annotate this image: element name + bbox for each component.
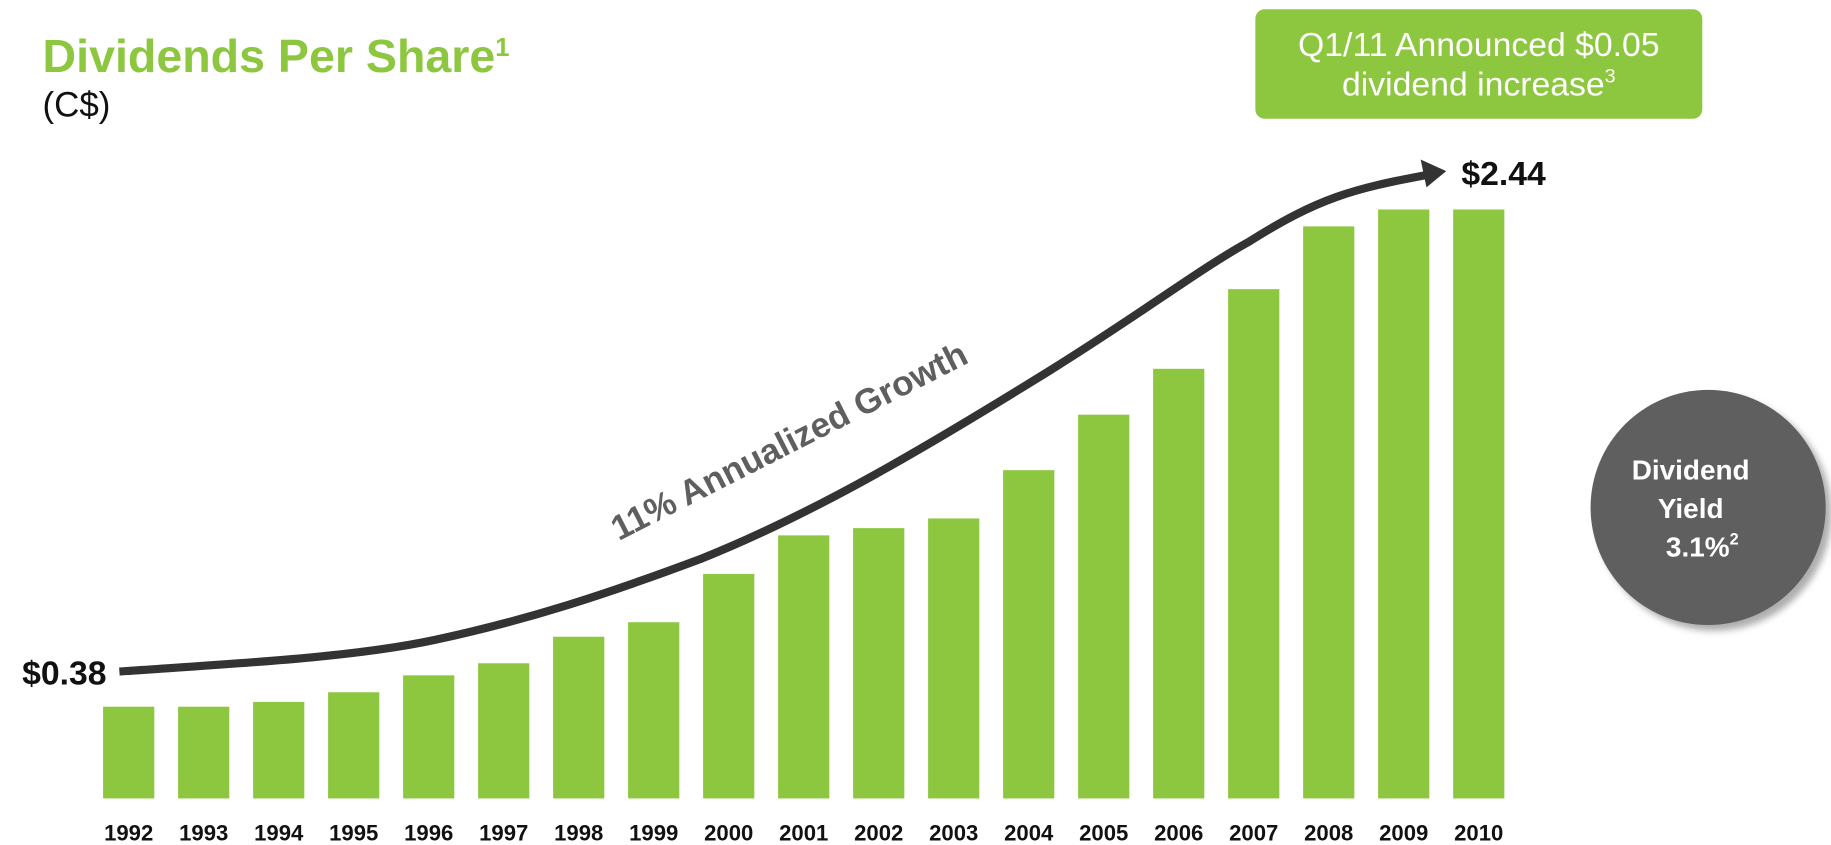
yield-circle <box>1590 389 1826 626</box>
x-tick-label: 2005 <box>1079 820 1128 845</box>
x-tick-label: 2006 <box>1154 820 1203 845</box>
value-label: $0.38 <box>22 654 106 692</box>
arrow-head <box>1420 159 1447 188</box>
chart-title: Dividends Per Share1 <box>43 30 510 82</box>
bar <box>1228 289 1280 799</box>
bar <box>778 535 830 799</box>
x-tick-label: 2009 <box>1379 820 1428 845</box>
bar <box>178 706 230 799</box>
x-tick-label: 1992 <box>104 820 153 845</box>
bar <box>853 528 905 799</box>
callout-line: Q1/11 Announced $0.05 <box>1298 26 1660 64</box>
x-tick-label: 2001 <box>779 820 828 845</box>
yield-label: Yield <box>1658 493 1724 524</box>
x-tick-label: 1995 <box>329 820 378 845</box>
bar <box>1303 226 1355 799</box>
x-tick-label: 1993 <box>179 820 228 845</box>
x-tick-label: 2002 <box>854 820 903 845</box>
yield-value: 3.1%2 <box>1666 531 1739 563</box>
x-tick-label: 2010 <box>1454 820 1503 845</box>
title-footnote: 1 <box>495 34 509 62</box>
yield-label: Dividend <box>1632 455 1750 486</box>
x-tick-label: 1999 <box>629 820 678 845</box>
x-tick-label: 2008 <box>1304 820 1353 845</box>
bar <box>1153 368 1205 799</box>
x-tick-label: 2003 <box>929 820 978 845</box>
callout-footnote: 3 <box>1605 66 1616 88</box>
bar <box>478 663 530 799</box>
x-tick-label: 2007 <box>1229 820 1278 845</box>
x-tick-label: 2004 <box>1004 820 1054 845</box>
value-label: $2.44 <box>1461 155 1546 193</box>
bar <box>403 675 455 799</box>
bar <box>703 573 755 799</box>
x-tick-label: 1997 <box>479 820 528 845</box>
bar <box>253 701 305 799</box>
callout-box <box>1255 9 1703 119</box>
yield-value-text: 3.1% <box>1666 531 1730 562</box>
bar <box>1003 470 1055 799</box>
x-tick-label: 2000 <box>704 820 753 845</box>
bar <box>628 622 680 799</box>
subtitle: (C$) <box>43 85 111 124</box>
bar <box>1078 414 1130 799</box>
bar <box>1453 209 1505 799</box>
x-tick-label: 1996 <box>404 820 453 845</box>
growth-curve <box>119 170 1430 676</box>
yield-footnote: 2 <box>1730 531 1739 549</box>
bar <box>1378 209 1430 799</box>
bar <box>328 692 380 799</box>
bar <box>553 636 605 799</box>
x-tick-label: 1994 <box>254 820 304 845</box>
callout-line: dividend increase3 <box>1342 65 1616 103</box>
title-text: Dividends Per Share <box>43 30 496 82</box>
x-tick-label: 1998 <box>554 820 603 845</box>
bar <box>103 706 155 799</box>
callout-text: dividend increase <box>1342 65 1605 103</box>
bar <box>928 518 980 799</box>
